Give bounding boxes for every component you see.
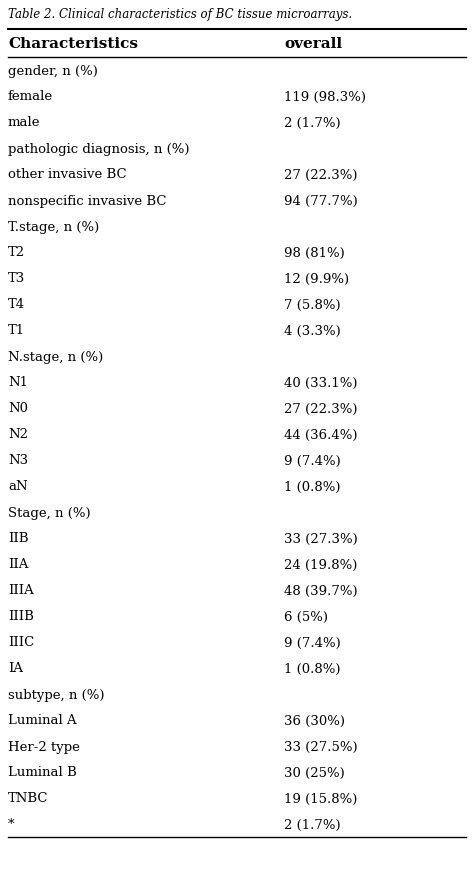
Text: female: female [8,90,53,103]
Text: 27 (22.3%): 27 (22.3%) [284,402,358,415]
Text: 2 (1.7%): 2 (1.7%) [284,116,341,129]
Text: 48 (39.7%): 48 (39.7%) [284,584,358,597]
Text: other invasive BC: other invasive BC [8,169,127,182]
Text: Characteristics: Characteristics [8,37,138,51]
Text: N3: N3 [8,454,28,467]
Text: 98 (81%): 98 (81%) [284,246,345,259]
Text: 7 (5.8%): 7 (5.8%) [284,298,341,311]
Text: *: * [8,818,15,831]
Text: pathologic diagnosis, n (%): pathologic diagnosis, n (%) [8,143,190,156]
Text: 24 (19.8%): 24 (19.8%) [284,558,358,571]
Text: N0: N0 [8,402,28,415]
Text: 19 (15.8%): 19 (15.8%) [284,792,358,805]
Text: T3: T3 [8,272,25,285]
Text: 6 (5%): 6 (5%) [284,610,328,623]
Text: IIIB: IIIB [8,610,34,623]
Text: IIA: IIA [8,558,28,571]
Text: TNBC: TNBC [8,792,48,805]
Text: 119 (98.3%): 119 (98.3%) [284,90,366,103]
Text: T2: T2 [8,246,25,259]
Text: N2: N2 [8,428,28,441]
Text: Her-2 type: Her-2 type [8,740,80,753]
Text: IIB: IIB [8,532,28,545]
Text: 30 (25%): 30 (25%) [284,766,345,779]
Text: 12 (9.9%): 12 (9.9%) [284,272,349,285]
Text: N1: N1 [8,376,28,389]
Text: gender, n (%): gender, n (%) [8,64,98,77]
Text: 44 (36.4%): 44 (36.4%) [284,428,358,441]
Text: 9 (7.4%): 9 (7.4%) [284,454,341,467]
Text: 9 (7.4%): 9 (7.4%) [284,636,341,649]
Text: male: male [8,116,40,129]
Text: 1 (0.8%): 1 (0.8%) [284,661,341,674]
Text: T.stage, n (%): T.stage, n (%) [8,220,99,233]
Text: T1: T1 [8,324,25,337]
Text: 94 (77.7%): 94 (77.7%) [284,195,358,208]
Text: 33 (27.3%): 33 (27.3%) [284,532,358,545]
Text: 36 (30%): 36 (30%) [284,713,346,726]
Text: 40 (33.1%): 40 (33.1%) [284,376,358,389]
Text: Stage, n (%): Stage, n (%) [8,506,91,519]
Text: IIIC: IIIC [8,636,34,649]
Text: IIIA: IIIA [8,584,34,597]
Text: 4 (3.3%): 4 (3.3%) [284,324,341,337]
Text: Table 2. Clinical characteristics of BC tissue microarrays.: Table 2. Clinical characteristics of BC … [8,8,352,21]
Text: Luminal A: Luminal A [8,713,77,726]
Text: Luminal B: Luminal B [8,766,77,779]
Text: 1 (0.8%): 1 (0.8%) [284,480,341,493]
Text: T4: T4 [8,298,25,311]
Text: 33 (27.5%): 33 (27.5%) [284,740,358,753]
Text: 2 (1.7%): 2 (1.7%) [284,818,341,831]
Text: N.stage, n (%): N.stage, n (%) [8,350,103,363]
Text: subtype, n (%): subtype, n (%) [8,687,104,700]
Text: nonspecific invasive BC: nonspecific invasive BC [8,195,166,208]
Text: overall: overall [284,37,343,51]
Text: IA: IA [8,661,23,674]
Text: 27 (22.3%): 27 (22.3%) [284,169,358,182]
Text: aN: aN [8,480,27,493]
